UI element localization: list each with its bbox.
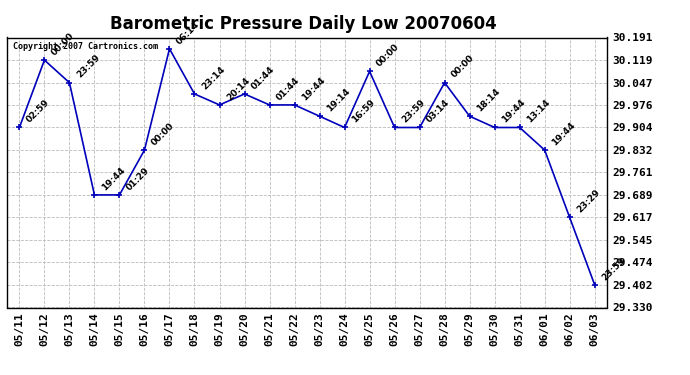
Text: 23:14: 23:14 xyxy=(200,64,227,91)
Text: 23:59: 23:59 xyxy=(400,98,427,125)
Text: 03:14: 03:14 xyxy=(425,98,452,125)
Text: 23:29: 23:29 xyxy=(575,188,602,215)
Text: 01:29: 01:29 xyxy=(125,165,152,192)
Text: 13:14: 13:14 xyxy=(525,98,552,125)
Text: 00:00: 00:00 xyxy=(150,121,176,147)
Text: 06:14: 06:14 xyxy=(175,20,201,46)
Text: 23:59: 23:59 xyxy=(75,53,101,80)
Text: 20:14: 20:14 xyxy=(225,75,252,102)
Text: 01:44: 01:44 xyxy=(275,75,302,102)
Text: 16:59: 16:59 xyxy=(350,98,377,125)
Text: 19:44: 19:44 xyxy=(550,120,577,147)
Text: 19:44: 19:44 xyxy=(100,165,127,192)
Text: Barometric Pressure Daily Low 20070604: Barometric Pressure Daily Low 20070604 xyxy=(110,15,497,33)
Text: 00:00: 00:00 xyxy=(375,42,402,69)
Text: 19:44: 19:44 xyxy=(500,98,527,125)
Text: 01:44: 01:44 xyxy=(250,64,277,91)
Text: 19:44: 19:44 xyxy=(300,75,327,102)
Text: 23:59: 23:59 xyxy=(600,255,627,282)
Text: 00:00: 00:00 xyxy=(50,31,76,57)
Text: 02:59: 02:59 xyxy=(25,98,52,125)
Text: 18:14: 18:14 xyxy=(475,87,502,113)
Text: 19:14: 19:14 xyxy=(325,87,352,113)
Text: 00:00: 00:00 xyxy=(450,54,476,80)
Text: Copyright 2007 Cartronics.com: Copyright 2007 Cartronics.com xyxy=(13,42,158,51)
